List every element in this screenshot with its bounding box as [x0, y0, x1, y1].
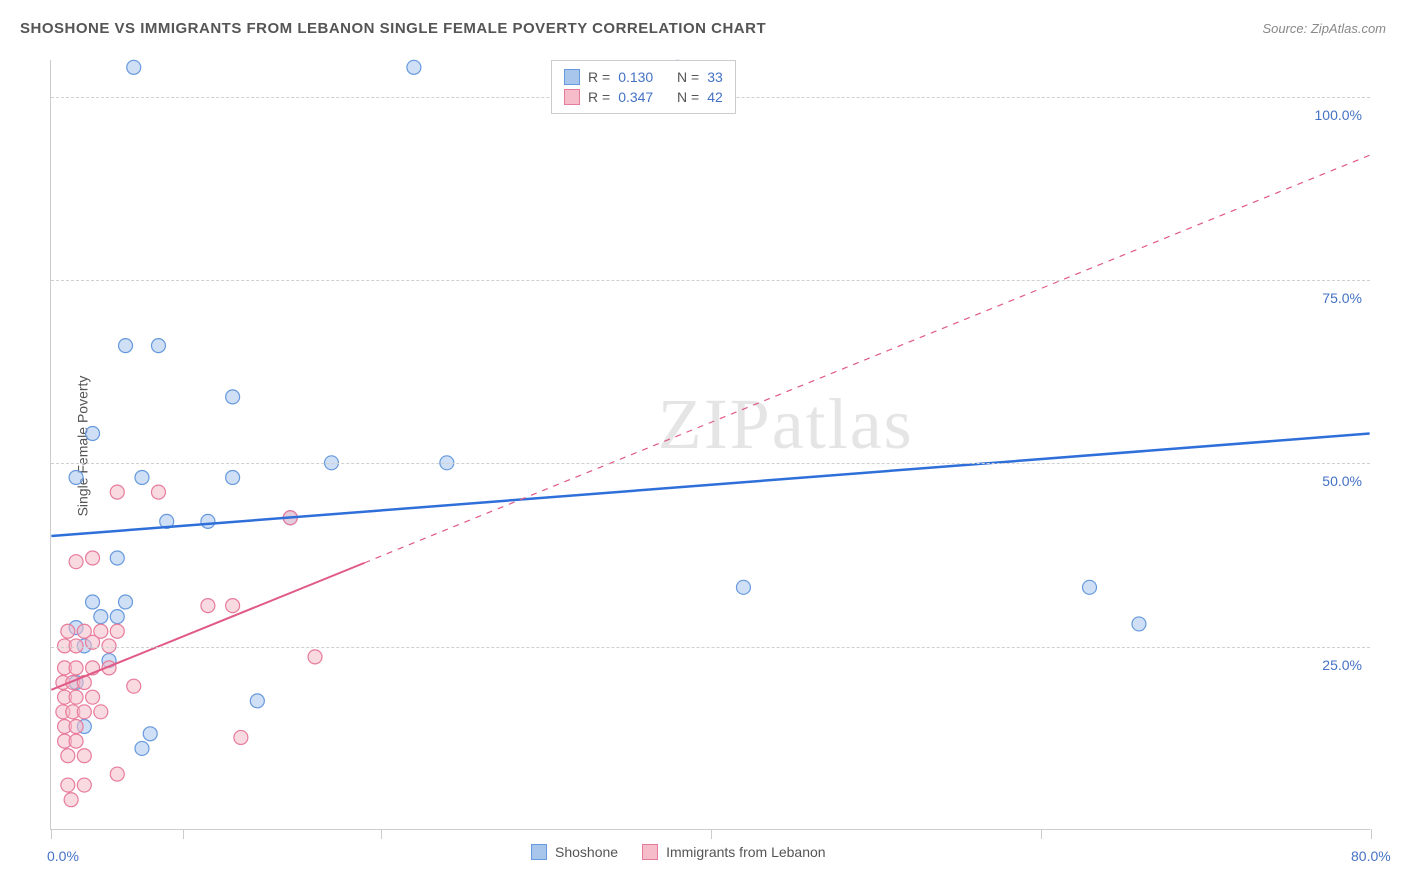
- data-point: [61, 624, 75, 638]
- data-point: [69, 719, 83, 733]
- legend-r-value: 0.130: [618, 69, 653, 85]
- data-point: [94, 705, 108, 719]
- data-point: [61, 749, 75, 763]
- data-point: [201, 599, 215, 613]
- chart-header: SHOSHONE VS IMMIGRANTS FROM LEBANON SING…: [20, 20, 1386, 37]
- legend-swatch: [564, 89, 580, 105]
- data-point: [1083, 580, 1097, 594]
- data-point: [86, 427, 100, 441]
- data-point: [1132, 617, 1146, 631]
- legend-swatch: [564, 69, 580, 85]
- y-tick-label: 50.0%: [1322, 473, 1362, 489]
- data-point: [135, 470, 149, 484]
- legend-inset-row: R = 0.130 N = 33: [564, 67, 723, 87]
- data-point: [69, 555, 83, 569]
- x-tick-label: 0.0%: [47, 848, 79, 864]
- data-point: [226, 470, 240, 484]
- legend-n-label: N =: [677, 89, 699, 105]
- legend-swatch: [642, 844, 658, 860]
- data-point: [61, 778, 75, 792]
- data-point: [69, 690, 83, 704]
- legend-n-label: N =: [677, 69, 699, 85]
- data-point: [86, 551, 100, 565]
- data-point: [119, 595, 133, 609]
- x-tick: [1371, 829, 1372, 839]
- x-tick: [381, 829, 382, 839]
- legend-n-value: 42: [707, 89, 723, 105]
- x-tick: [711, 829, 712, 839]
- data-point: [86, 595, 100, 609]
- data-point: [143, 727, 157, 741]
- legend-bottom: Shoshone Immigrants from Lebanon: [531, 844, 826, 860]
- legend-swatch: [531, 844, 547, 860]
- legend-series-label: Immigrants from Lebanon: [666, 844, 826, 860]
- data-point: [234, 730, 248, 744]
- data-point: [69, 734, 83, 748]
- legend-n-value: 33: [707, 69, 723, 85]
- plot-area: ZIPatlas 25.0%50.0%75.0%100.0%0.0%80.0%R…: [50, 60, 1370, 830]
- y-tick-label: 100.0%: [1315, 107, 1362, 123]
- legend-bottom-item: Shoshone: [531, 844, 618, 860]
- data-point: [86, 690, 100, 704]
- trend-line: [51, 434, 1369, 537]
- y-tick-label: 25.0%: [1322, 657, 1362, 673]
- data-point: [119, 339, 133, 353]
- data-point: [226, 599, 240, 613]
- data-point: [110, 767, 124, 781]
- x-tick: [183, 829, 184, 839]
- plot-svg: [51, 60, 1370, 829]
- trend-line-dashed: [364, 155, 1369, 563]
- legend-r-label: R =: [588, 89, 610, 105]
- legend-r-value: 0.347: [618, 89, 653, 105]
- legend-bottom-item: Immigrants from Lebanon: [642, 844, 826, 860]
- data-point: [69, 661, 83, 675]
- legend-series-label: Shoshone: [555, 844, 618, 860]
- data-point: [151, 485, 165, 499]
- gridline-horizontal: [51, 647, 1370, 648]
- data-point: [64, 793, 78, 807]
- data-point: [110, 624, 124, 638]
- data-point: [226, 390, 240, 404]
- data-point: [110, 610, 124, 624]
- legend-r-label: R =: [588, 69, 610, 85]
- data-point: [77, 778, 91, 792]
- data-point: [201, 514, 215, 528]
- x-tick: [1041, 829, 1042, 839]
- data-point: [110, 551, 124, 565]
- legend-inset-row: R = 0.347 N = 42: [564, 87, 723, 107]
- y-tick-label: 75.0%: [1322, 290, 1362, 306]
- legend-inset: R = 0.130 N = 33 R = 0.347 N = 42: [551, 60, 736, 114]
- gridline-horizontal: [51, 463, 1370, 464]
- data-point: [250, 694, 264, 708]
- data-point: [94, 610, 108, 624]
- data-point: [127, 60, 141, 74]
- data-point: [127, 679, 141, 693]
- x-tick-label: 80.0%: [1351, 848, 1391, 864]
- data-point: [407, 60, 421, 74]
- data-point: [110, 485, 124, 499]
- data-point: [736, 580, 750, 594]
- data-point: [308, 650, 322, 664]
- x-tick: [51, 829, 52, 839]
- chart-source: Source: ZipAtlas.com: [1262, 21, 1386, 36]
- data-point: [151, 339, 165, 353]
- data-point: [135, 741, 149, 755]
- data-point: [69, 470, 83, 484]
- chart-title: SHOSHONE VS IMMIGRANTS FROM LEBANON SING…: [20, 20, 766, 37]
- gridline-horizontal: [51, 280, 1370, 281]
- data-point: [77, 705, 91, 719]
- data-point: [77, 749, 91, 763]
